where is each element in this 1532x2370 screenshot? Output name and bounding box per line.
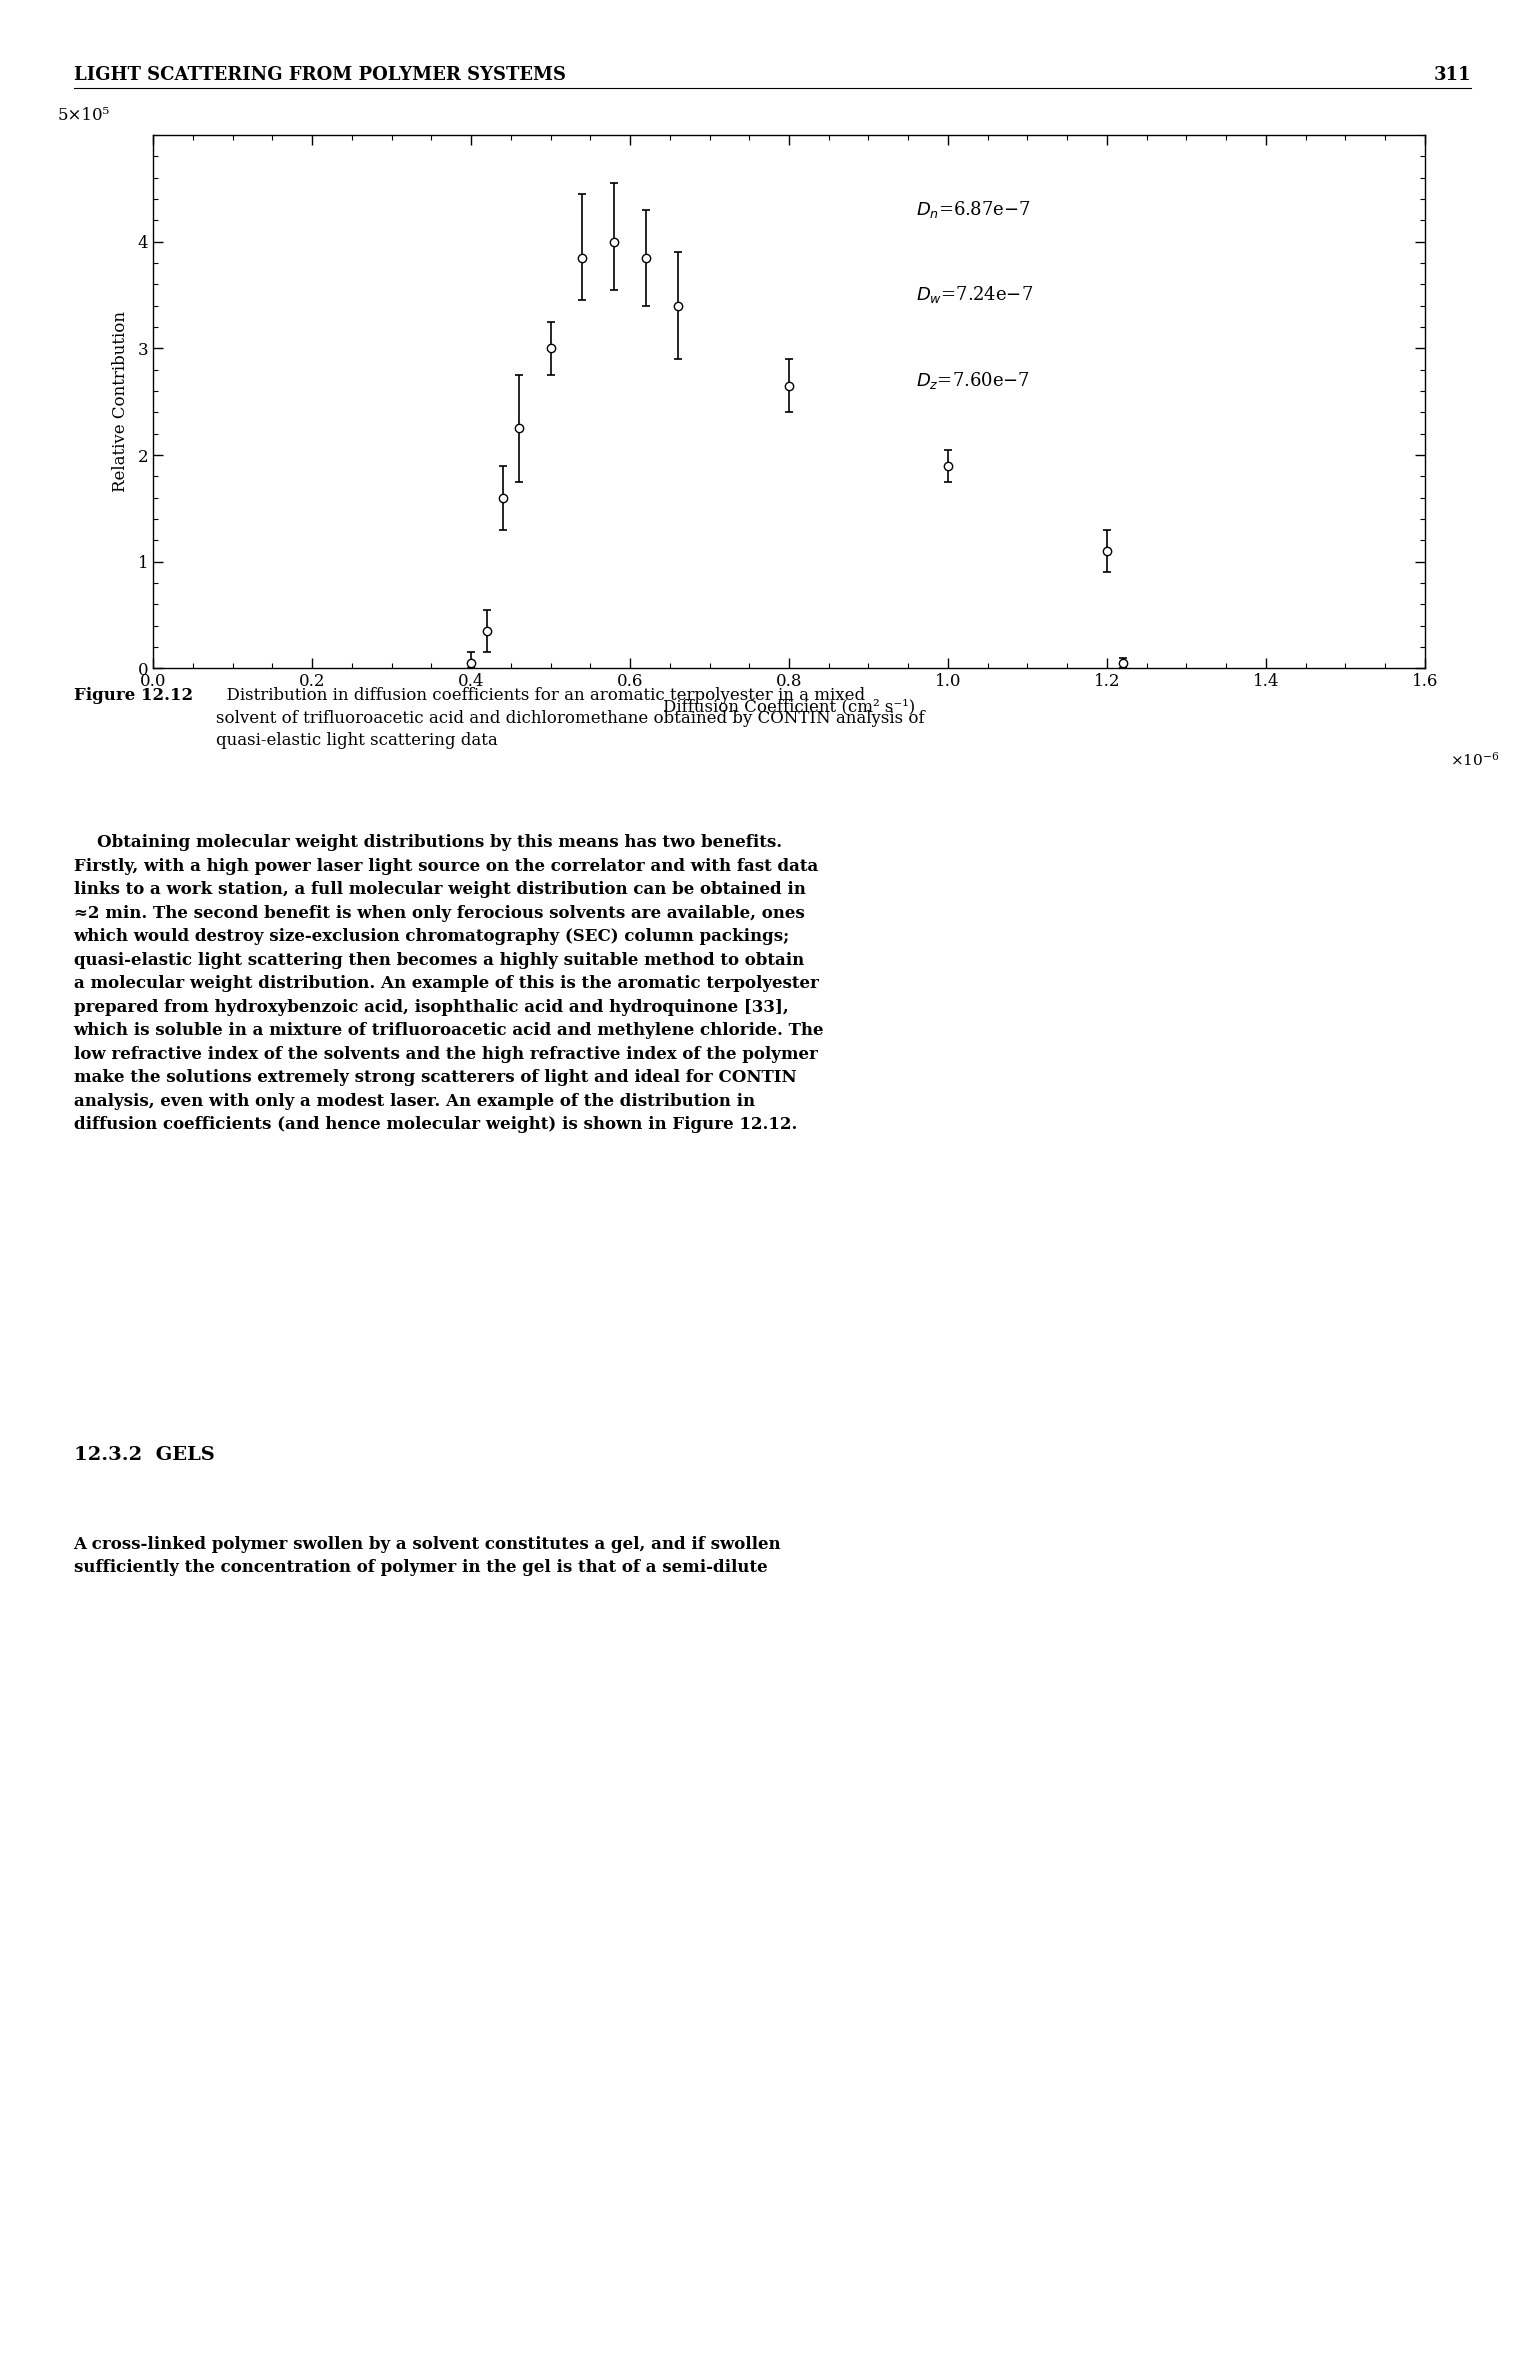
Text: $D_w$=7.24e$-$7: $D_w$=7.24e$-$7 (916, 284, 1033, 306)
Text: 12.3.2  GELS: 12.3.2 GELS (74, 1446, 214, 1465)
Text: $\mathregular{\times 10^{-6}}$: $\mathregular{\times 10^{-6}}$ (1451, 751, 1500, 768)
Text: 5×10⁵: 5×10⁵ (58, 107, 110, 126)
Text: 311: 311 (1434, 66, 1471, 85)
Text: LIGHT SCATTERING FROM POLYMER SYSTEMS: LIGHT SCATTERING FROM POLYMER SYSTEMS (74, 66, 565, 85)
Text: A cross-linked polymer swollen by a solvent constitutes a gel, and if swollen
su: A cross-linked polymer swollen by a solv… (74, 1536, 781, 1576)
Text: Obtaining molecular weight distributions by this means has two benefits.
Firstly: Obtaining molecular weight distributions… (74, 834, 824, 1133)
X-axis label: Diffusion Coefficient (cm² s⁻¹): Diffusion Coefficient (cm² s⁻¹) (663, 699, 915, 716)
Text: Figure 12.12: Figure 12.12 (74, 687, 193, 704)
Text: Distribution in diffusion coefficients for an aromatic terpolyester in a mixed
s: Distribution in diffusion coefficients f… (216, 687, 925, 749)
Text: $D_n$=6.87e$-$7: $D_n$=6.87e$-$7 (916, 199, 1031, 220)
Y-axis label: Relative Contribution: Relative Contribution (112, 310, 129, 493)
Text: $D_z$=7.60e$-$7: $D_z$=7.60e$-$7 (916, 370, 1030, 391)
